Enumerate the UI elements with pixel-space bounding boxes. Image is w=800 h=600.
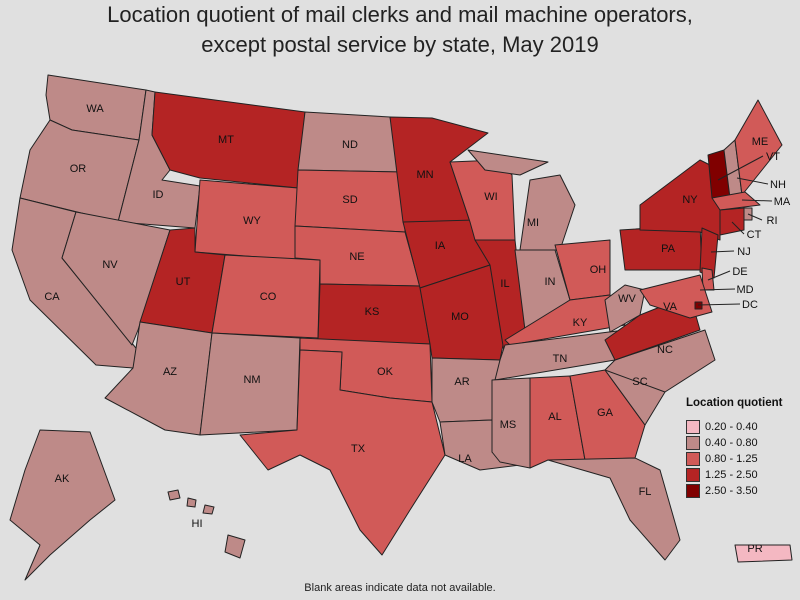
state-label-de: DE (732, 266, 747, 278)
state-label-ia: IA (435, 240, 446, 252)
state-ny (639, 159, 721, 241)
state-label-wa: WA (86, 103, 104, 115)
leader-line-nh (736, 177, 769, 185)
state-label-wv: WV (618, 293, 636, 305)
state-label-il: IL (500, 278, 509, 290)
state-label-ny: NY (682, 194, 698, 206)
state-md (639, 274, 713, 319)
state-label-nh: NH (770, 179, 786, 191)
state-label-ca: CA (44, 291, 60, 303)
state-label-nm: NM (243, 374, 260, 386)
state-label-la: LA (458, 453, 472, 465)
state-label-ar: AR (454, 376, 469, 388)
state-label-hi: HI (192, 518, 203, 530)
leader-line-md (699, 288, 736, 291)
state-ma (711, 191, 761, 211)
state-pr (734, 544, 793, 563)
state-nc (604, 329, 716, 393)
state-label-mo: MO (451, 311, 469, 323)
state-label-nd: ND (342, 139, 358, 151)
state-ga (569, 369, 646, 461)
state-fl (547, 457, 681, 561)
state-label-sc: SC (632, 376, 647, 388)
state-label-pa: PA (661, 243, 676, 255)
title-line-1: Location quotient of mail clerks and mai… (107, 2, 693, 27)
state-label-ak: AK (55, 473, 70, 485)
leader-line-ct (731, 221, 745, 235)
state-label-mn: MN (416, 169, 433, 181)
state-label-co: CO (260, 291, 277, 303)
state-label-nv: NV (102, 259, 118, 271)
legend-item: 0.80 - 1.25 (686, 451, 798, 466)
state-label-nc: NC (657, 344, 673, 356)
leader-line-vt (717, 155, 764, 181)
legend-label: 0.20 - 0.40 (705, 420, 758, 433)
state-label-ne: NE (349, 251, 364, 263)
state-label-ut: UT (176, 276, 191, 288)
leader-line-dc (697, 303, 741, 306)
legend-swatch (686, 467, 700, 482)
state-label-sd: SD (342, 194, 357, 206)
title-line-2: except postal service by state, May 2019 (201, 32, 599, 57)
state-label-ms: MS (500, 419, 517, 431)
legend-label: 0.80 - 1.25 (705, 452, 758, 465)
state-hi (167, 489, 246, 559)
state-label-in: IN (545, 276, 556, 288)
state-ms (491, 377, 531, 469)
state-wv (604, 284, 646, 333)
data-note: Blank areas indicate data not available. (304, 582, 496, 594)
state-label-vt: VT (766, 151, 780, 163)
state-label-wi: WI (484, 191, 497, 203)
state-label-ks: KS (365, 306, 380, 318)
legend-swatch (686, 483, 700, 498)
state-label-ok: OK (377, 366, 394, 378)
state-label-al: AL (548, 411, 561, 423)
legend-title: Location quotient (686, 397, 783, 409)
state-ar (431, 357, 501, 423)
state-label-mt: MT (218, 134, 234, 146)
state-tx (239, 349, 446, 556)
state-dc (694, 301, 703, 310)
leader-line-ma (741, 199, 773, 202)
legend-item: 0.40 - 0.80 (686, 435, 798, 450)
state-mi (467, 149, 576, 251)
state-label-ct: CT (747, 229, 762, 241)
state-label-az: AZ (163, 366, 177, 378)
map-title: Location quotient of mail clerks and mai… (0, 0, 800, 60)
state-label-dc: DC (742, 299, 758, 311)
state-label-or: OR (70, 163, 87, 175)
state-label-fl: FL (639, 486, 652, 498)
state-label-md: MD (736, 284, 753, 296)
state-label-tn: TN (553, 353, 568, 365)
legend: Location quotient 0.20 - 0.40 0.40 - 0.80… (686, 397, 798, 499)
state-label-ga: GA (597, 407, 614, 419)
state-label-wy: WY (243, 215, 261, 227)
state-me (734, 99, 783, 196)
legend-item: 2.50 - 3.50 (686, 483, 798, 498)
legend-swatch (686, 419, 700, 434)
state-label-ky: KY (573, 317, 588, 329)
state-label-oh: OH (590, 264, 607, 276)
legend-item: 0.20 - 0.40 (686, 419, 798, 434)
legend-label: 0.40 - 0.80 (705, 436, 758, 449)
state-label-ri: RI (767, 215, 778, 227)
leader-line-ri (747, 213, 763, 221)
state-label-va: VA (663, 301, 678, 313)
leader-line-de (707, 270, 731, 281)
state-label-nj: NJ (737, 246, 750, 258)
legend-item: 1.25 - 2.50 (686, 467, 798, 482)
legend-swatch (686, 451, 700, 466)
state-label-pr: PR (747, 543, 762, 555)
state-label-ma: MA (774, 196, 791, 208)
leader-line-nj (710, 250, 735, 253)
state-label-me: ME (752, 136, 769, 148)
legend-label: 1.25 - 2.50 (705, 468, 758, 481)
state-ak (9, 429, 116, 581)
state-label-mi: MI (527, 217, 539, 229)
state-label-tx: TX (351, 443, 366, 455)
legend-swatch (686, 435, 700, 450)
state-label-id: ID (153, 189, 164, 201)
legend-label: 2.50 - 3.50 (705, 484, 758, 497)
